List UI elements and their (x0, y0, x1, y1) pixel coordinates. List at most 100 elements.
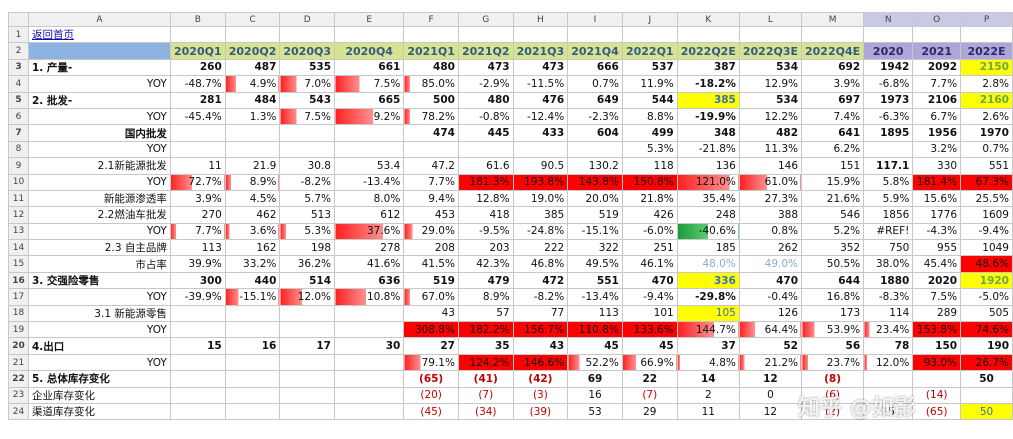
cell: -11.5% (512, 75, 569, 93)
cell: 649 (567, 91, 623, 109)
row-number: 24 (8, 402, 29, 421)
cell: (41) (457, 370, 514, 388)
cell: -0.8% (457, 107, 514, 126)
cell: 77 (512, 304, 569, 323)
cell: 480 (457, 91, 514, 109)
cell: 69 (567, 370, 623, 388)
cell: 519 (403, 271, 459, 290)
cell: 146.6% (512, 353, 569, 372)
cell (333, 25, 405, 44)
cell: 66.9% (621, 353, 678, 372)
cell: 19.0% (512, 189, 569, 208)
cell: 8.9% (224, 173, 281, 191)
cell (27, 42, 171, 60)
cell: 1920 (960, 271, 1013, 290)
row: 22 5. 总体库存变化 (65) (41) (42) 69 22 14 12 (8) 50 (8, 370, 1013, 388)
cell: 480 (403, 58, 459, 77)
cell (224, 304, 281, 323)
column-letter: H (512, 12, 569, 27)
cell: -15.1% (567, 222, 623, 241)
row-number: 11 (8, 189, 29, 208)
cell: 535 (279, 58, 335, 77)
cell: 52 (738, 337, 803, 355)
cell: -2.3% (567, 107, 623, 126)
cell (960, 386, 1013, 404)
cell: (42) (512, 370, 569, 388)
column-header: 2021Q1 (403, 42, 459, 60)
row: 6 YOY -45.4% 1.3% 7.5% 9.2% 78.2% -0.8% -12.4% -2… (8, 107, 1013, 126)
row: 20 4.出口 15 16 17 30 27 35 43 45 45 37 52 56 78 150 190 (8, 337, 1013, 355)
row-number: 19 (8, 321, 29, 339)
cell: 143.8% (567, 173, 623, 191)
cell: 15 (169, 337, 226, 355)
row-label: 5. 总体库存变化 (27, 370, 171, 388)
cell: 665 (333, 91, 405, 109)
cell: 50 (960, 402, 1013, 421)
cell: 93.0% (912, 353, 962, 372)
cell: 64.4% (738, 321, 803, 339)
cell (863, 370, 914, 388)
cell: 21.6% (800, 189, 865, 208)
cell: 返回首页 (27, 25, 171, 44)
cell: 126 (738, 304, 803, 323)
cell: 1970 (960, 124, 1013, 142)
cell: 46.1% (621, 255, 678, 273)
cell: 23.4% (863, 321, 914, 339)
home-link[interactable]: 返回首页 (31, 29, 74, 42)
column-letter: E (333, 12, 405, 27)
cell: 182.2% (457, 321, 514, 339)
cell: 484 (224, 91, 281, 109)
cell: 5.9% (863, 189, 914, 208)
cell: 26.7% (960, 353, 1013, 372)
cell: 203 (457, 239, 514, 257)
row-label: 1. 产量- (27, 58, 171, 77)
cell: 56 (800, 337, 865, 355)
cell: 33.2% (224, 255, 281, 273)
row-label: 3.1 新能源零售 (27, 304, 171, 323)
cell: 330 (912, 157, 962, 175)
cell: 46.8% (512, 255, 569, 273)
cell: 551 (567, 271, 623, 290)
column-header: 2021Q2 (457, 42, 514, 60)
cell: 7.7% (169, 222, 226, 241)
cell: -8.2% (279, 173, 335, 191)
cell: 260 (169, 58, 226, 77)
row-number: 3 (8, 58, 29, 77)
cell: -40.6% (676, 222, 740, 241)
cell: -18.2% (676, 75, 740, 93)
cell: 21.2% (738, 353, 803, 372)
cell (279, 304, 335, 323)
cell: 8.9% (457, 288, 514, 306)
cell: 11 (169, 157, 226, 175)
cell (169, 386, 226, 404)
column-header: 2021Q4 (567, 42, 623, 60)
cell (224, 124, 281, 142)
cell: 61.6 (457, 157, 514, 175)
cell (863, 25, 914, 44)
cell (224, 370, 281, 388)
cell: 146 (738, 157, 803, 175)
cell: 300 (169, 271, 226, 290)
row: 4 YOY -48.7% 4.9% 7.0% 7.5% 85.0% -2.9% -11.5% 0.… (8, 75, 1013, 93)
row-label: 市占率 (27, 255, 171, 273)
cell: #REF! (863, 222, 914, 241)
cell (279, 25, 335, 44)
cell: 641 (800, 124, 865, 142)
column-header: 2020Q3 (279, 42, 335, 60)
cell (457, 25, 514, 44)
cell (512, 25, 569, 44)
column-letter: M (800, 12, 865, 27)
cell: 193.8% (512, 173, 569, 191)
spreadsheet: A B C D E F G H I J K L M N O P 1 返回首页 2 2020Q1 2020Q2 2020Q3… (8, 12, 1013, 421)
cell: 4.8% (676, 353, 740, 372)
column-letter: I (567, 12, 623, 27)
cell (676, 25, 740, 44)
cell: 433 (512, 124, 569, 142)
cell (333, 124, 405, 142)
cell: 2160 (960, 91, 1013, 109)
cell: 53 (567, 402, 623, 421)
row: 17 YOY -39.9% -15.1% 12.0% 10.8% 67.0% 8.9% -8.2… (8, 288, 1013, 306)
cell (169, 321, 226, 339)
cell: (7) (457, 386, 514, 404)
